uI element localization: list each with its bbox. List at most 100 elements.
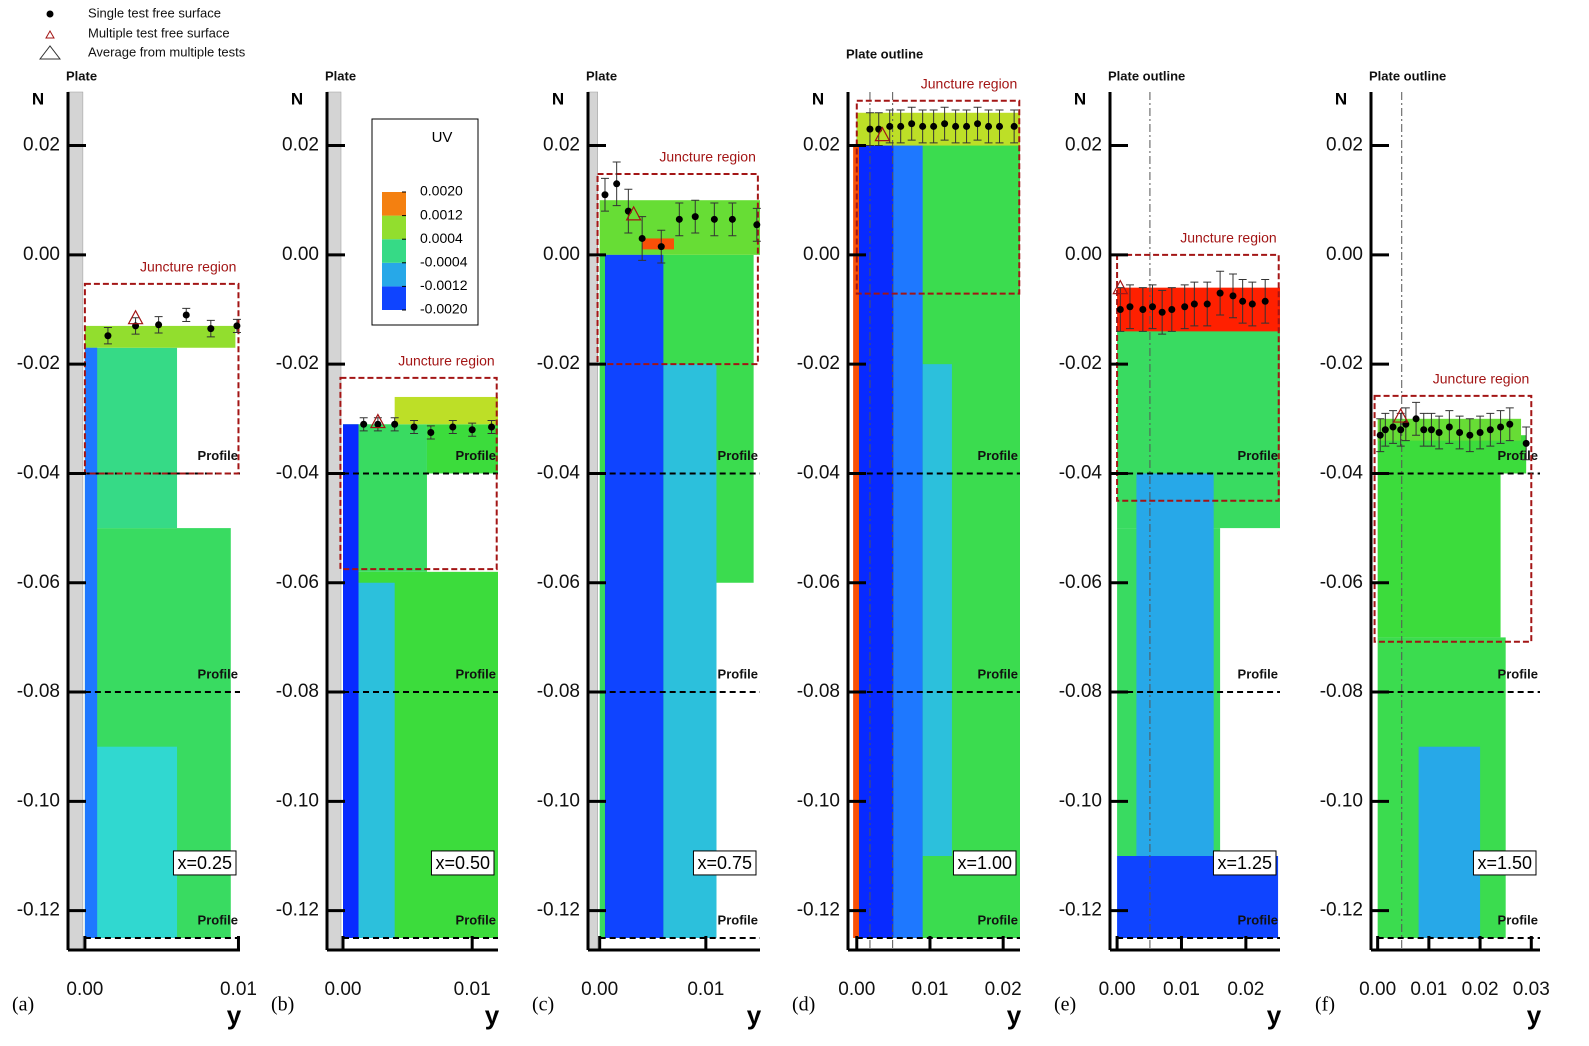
surface-point <box>919 122 927 130</box>
surface-point <box>410 423 418 431</box>
plate-label: Plate <box>586 68 617 83</box>
region-label: Juncture region <box>659 149 756 165</box>
surface-point <box>104 332 112 340</box>
surface-point <box>233 322 241 330</box>
surface-point <box>941 120 949 128</box>
y-tick-label: 0.00 <box>282 244 319 265</box>
juncture-region <box>1373 394 1533 643</box>
y-tick-label: 0.02 <box>23 135 60 156</box>
y-tick-label: 0.00 <box>543 244 580 265</box>
surface-point <box>613 180 621 188</box>
y-axis-title: N <box>32 89 44 108</box>
panel-label: (c) <box>532 994 554 1016</box>
y-tick-label: -0.08 <box>17 681 60 702</box>
legend: Single test free surface Multiple test f… <box>38 5 246 60</box>
x-tick-label: 0.01 <box>1163 979 1200 1000</box>
surface-point <box>1456 428 1464 436</box>
y-tick-label: -0.02 <box>797 353 840 374</box>
legend-dot <box>46 10 54 18</box>
juncture-region <box>1116 253 1280 502</box>
surface-point <box>930 122 938 130</box>
region-label: Juncture region <box>140 259 237 275</box>
surface-point <box>657 243 665 251</box>
colorbar: UV 0.0020 0.0012 0.0004 -0.0004 -0.0012 -0.002… <box>371 118 479 326</box>
y-tick-label: 0.00 <box>1065 244 1102 265</box>
surface-point <box>427 428 435 436</box>
average-point <box>127 309 144 325</box>
legend-triangle <box>38 45 62 60</box>
y-tick-label: -0.08 <box>276 681 319 702</box>
panel-label: (e) <box>1054 994 1076 1016</box>
y-tick-label: -0.12 <box>1059 900 1102 921</box>
colorbar-segment <box>382 215 406 240</box>
surface-point <box>996 122 1004 130</box>
y-tick-label: -0.06 <box>797 572 840 593</box>
profile-label: Profile <box>718 666 758 681</box>
y-axis-title: N <box>552 89 564 108</box>
y-tick-label: -0.06 <box>17 572 60 593</box>
y-tick-label: -0.06 <box>1059 572 1102 593</box>
y-tick-label: 0.00 <box>803 244 840 265</box>
profile-label: Profile <box>1238 448 1278 463</box>
surface-point <box>963 122 971 130</box>
y-tick-label: -0.10 <box>537 790 580 811</box>
position-box <box>172 850 237 876</box>
surface-point <box>1216 289 1224 297</box>
x-tick-label: 0.01 <box>220 979 257 1000</box>
contour-cell <box>922 364 952 857</box>
y-tick-label: -0.06 <box>1320 572 1363 593</box>
contour-cell <box>856 118 894 938</box>
y-tick-label: -0.04 <box>17 462 61 483</box>
average-point <box>369 413 386 429</box>
surface-point <box>391 420 399 428</box>
y-tick-label: -0.08 <box>537 681 580 702</box>
panel-label: (b) <box>271 994 294 1016</box>
surface-point <box>207 325 215 333</box>
position-box <box>1212 850 1277 876</box>
surface-point <box>1486 426 1494 434</box>
surface-point <box>468 426 476 434</box>
colorbar-tick-label: 0.0020 <box>420 183 463 199</box>
juncture-region <box>83 282 240 475</box>
juncture-region <box>855 99 1021 295</box>
region-label: Juncture region <box>1433 371 1530 387</box>
average-point <box>1112 279 1129 295</box>
contour-cell <box>663 364 717 938</box>
profile-label: Profile <box>1498 448 1538 463</box>
position-box <box>692 850 757 876</box>
colorbar-segment <box>382 262 406 287</box>
colorbar-tick-label: -0.0004 <box>420 254 468 270</box>
surface-point <box>1420 426 1428 434</box>
profile-label: Profile <box>718 448 758 463</box>
surface-point <box>1389 423 1397 431</box>
surface-point <box>1158 308 1166 316</box>
profile-label: Profile <box>978 912 1018 927</box>
surface-point <box>1435 428 1443 436</box>
y-tick-label: -0.04 <box>537 462 581 483</box>
y-tick-label: -0.12 <box>17 900 60 921</box>
position-label: x=1.50 <box>1477 853 1532 873</box>
surface-point <box>1445 423 1453 431</box>
y-tick-label: -0.12 <box>276 900 319 921</box>
y-tick-label: -0.08 <box>797 681 840 702</box>
position-label: x=0.50 <box>435 853 490 873</box>
x-tick-label: 0.02 <box>1227 979 1264 1000</box>
panel: Plate Profile Profile Profile Juncture regio… <box>12 68 257 1029</box>
profile-label: Profile <box>1498 912 1538 927</box>
region-label: Juncture region <box>921 75 1018 91</box>
y-tick-label: -0.12 <box>537 900 580 921</box>
surface-point <box>1116 306 1124 314</box>
y-tick-label: -0.08 <box>1059 681 1102 702</box>
contour-cell <box>1418 746 1481 938</box>
position-label: x=0.25 <box>177 853 232 873</box>
y-tick-label: -0.06 <box>537 572 580 593</box>
profile-label: Profile <box>198 666 238 681</box>
surface-point <box>866 125 874 133</box>
y-tick-label: -0.10 <box>276 790 319 811</box>
x-tick-label: 0.01 <box>911 979 948 1000</box>
profile-label: Profile <box>1498 666 1538 681</box>
colorbar-segment <box>382 239 406 263</box>
surface-point <box>1476 428 1484 436</box>
profile-label: Profile <box>456 666 496 681</box>
